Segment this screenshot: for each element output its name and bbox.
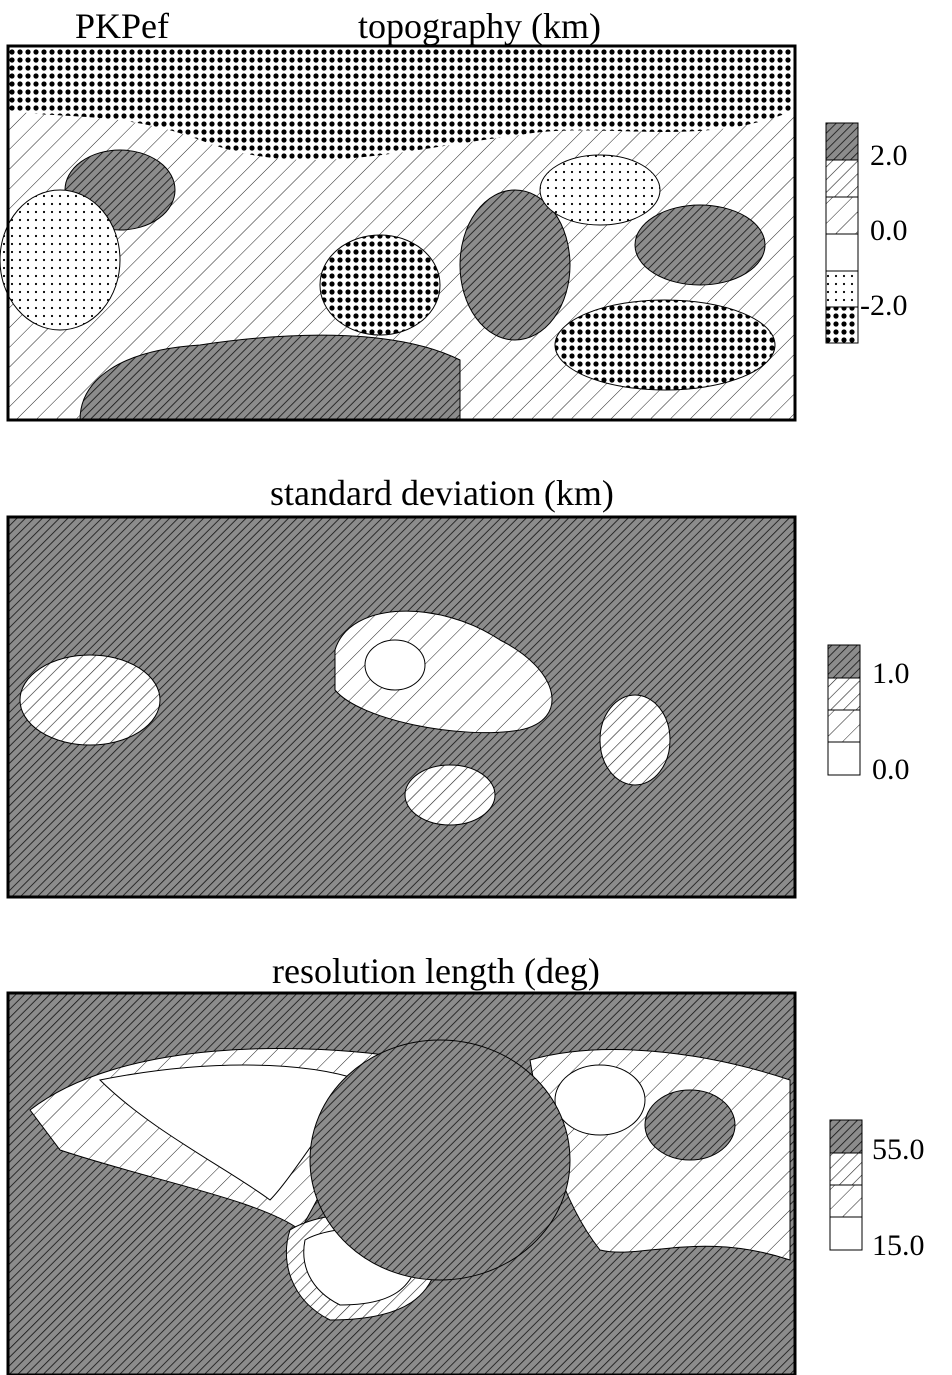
panel-title: topography (km) [358, 6, 601, 46]
legend-label: 0.0 [872, 753, 910, 786]
legend-label: 1.0 [872, 657, 910, 690]
legend-topography [825, 122, 859, 344]
panel-label: PKPef [75, 6, 169, 46]
legend-label: -2.0 [860, 289, 908, 322]
map-standard-deviation [6, 515, 797, 899]
legend-label: 2.0 [870, 139, 908, 172]
legend-standard-deviation [827, 644, 861, 776]
legend-label: 15.0 [872, 1229, 925, 1262]
legend-label: 55.0 [872, 1133, 925, 1166]
legend-resolution-length [829, 1119, 863, 1251]
map-resolution-length [6, 991, 797, 1375]
panel-title: resolution length (deg) [272, 951, 600, 991]
legend-label: 0.0 [870, 214, 908, 247]
map-topography [0, 44, 797, 422]
panel-title: standard deviation (km) [270, 473, 614, 513]
